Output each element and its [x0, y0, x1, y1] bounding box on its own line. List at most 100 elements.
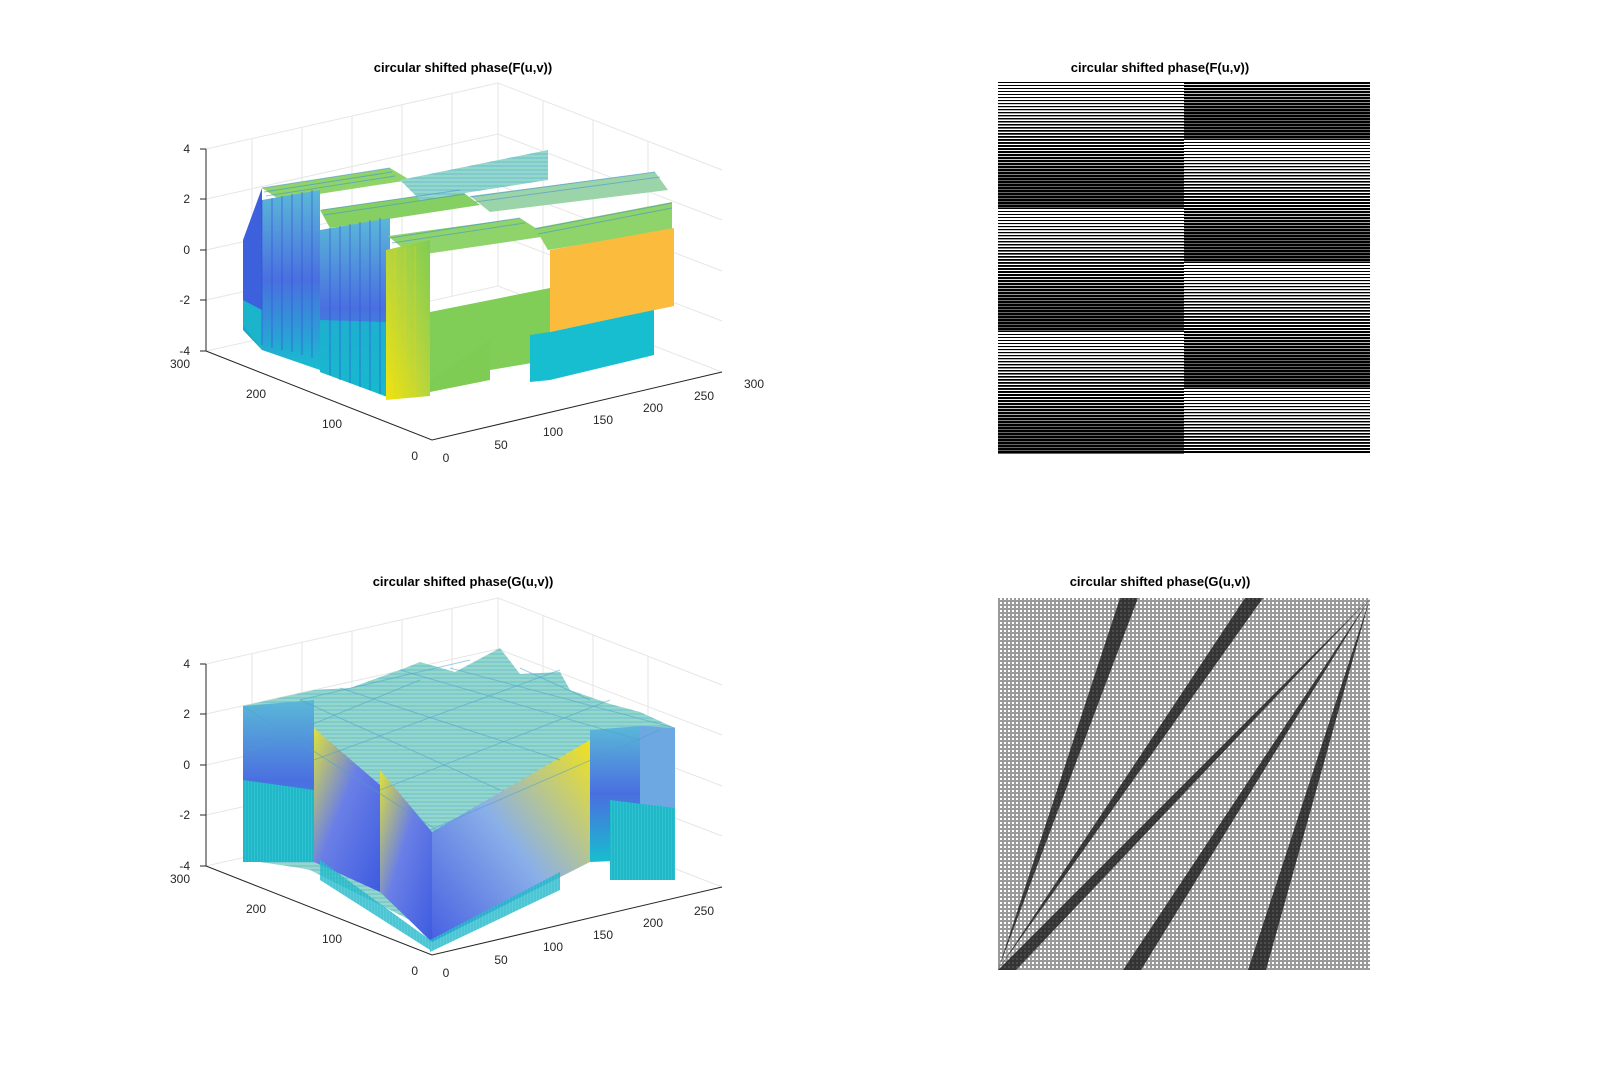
stripe-line: [998, 103, 1184, 105]
stripe-line: [1184, 445, 1370, 447]
stripe-line: [1184, 307, 1370, 309]
stripe-line: [1184, 325, 1370, 327]
stripe-line: [998, 82, 1184, 83]
phase-wrap-band: [998, 598, 1370, 970]
stripe-line: [998, 166, 1184, 169]
surface-mesh: [242, 648, 676, 952]
stripe-line: [998, 211, 1184, 212]
stripe-line: [998, 418, 1184, 421]
x-tick-label: 100: [543, 940, 563, 954]
stripe-line: [1184, 367, 1370, 370]
stripe-line: [998, 397, 1184, 400]
stripe-line: [1184, 121, 1370, 124]
stripe-line: [998, 355, 1184, 357]
stripe-line: [1184, 430, 1370, 432]
stripe-line: [1184, 91, 1370, 94]
stripe-line: [998, 346, 1184, 348]
stripe-line: [1184, 292, 1370, 294]
stripe-line: [998, 97, 1184, 99]
x-tick-label: 200: [643, 916, 663, 930]
z-tick-label: 4: [183, 142, 190, 156]
stripe-line: [998, 274, 1184, 277]
y-tick-label: 100: [322, 932, 342, 946]
stripe-line: [1184, 112, 1370, 115]
stripe-line: [1184, 238, 1370, 241]
stripe-line: [998, 262, 1184, 264]
stripe-line: [998, 283, 1184, 286]
stripe-line: [998, 319, 1184, 322]
stripe-line: [1184, 322, 1370, 324]
stripe-line: [1184, 409, 1370, 411]
stripe-line: [998, 226, 1184, 228]
z-tick-label: 0: [183, 243, 190, 257]
stripe-line: [1184, 115, 1370, 118]
stripe-line: [1184, 190, 1370, 192]
y-tick-label: 200: [246, 387, 266, 401]
stripe-line: [998, 445, 1184, 448]
z-tick-label: 2: [183, 707, 190, 721]
stripe-line: [998, 301, 1184, 304]
stripe-line: [998, 178, 1184, 181]
stripe-line: [1184, 109, 1370, 112]
stripe-line: [1184, 310, 1370, 312]
stripe-line: [1184, 211, 1370, 214]
x-tick-label: 0: [443, 966, 450, 980]
x-tick-label: 200: [643, 401, 663, 415]
stripe-line: [1184, 160, 1370, 162]
stripe-line: [1184, 127, 1370, 130]
stripe-line: [1184, 304, 1370, 306]
stripe-line: [998, 199, 1184, 202]
stripe-line: [998, 307, 1184, 310]
stripe-line: [1184, 376, 1370, 379]
stripe-line: [998, 100, 1184, 102]
stripe-line: [1184, 364, 1370, 367]
image-mask: [1370, 596, 1600, 972]
z-tick-label: -2: [179, 808, 190, 822]
stripe-line: [1184, 157, 1370, 159]
stripe-line: [1184, 406, 1370, 408]
stripe-line: [998, 124, 1184, 126]
stripe-line: [998, 448, 1184, 451]
stripe-line: [998, 208, 1184, 209]
stripe-line: [1184, 133, 1370, 136]
stripe-line: [998, 409, 1184, 412]
stripe-line: [1184, 328, 1370, 331]
stripe-line: [1184, 223, 1370, 226]
stripe-line: [998, 451, 1184, 454]
stripe-line: [1184, 148, 1370, 149]
stripe-line: [1184, 253, 1370, 256]
stripe-line: [998, 112, 1184, 114]
stripe-line: [998, 163, 1184, 166]
stripe-line: [998, 436, 1184, 439]
stripe-line: [1184, 352, 1370, 355]
stripe-line: [998, 223, 1184, 225]
stripe-line: [998, 277, 1184, 280]
stripe-line: [998, 88, 1184, 89]
stripe-line: [1184, 199, 1370, 201]
stripe-line: [998, 94, 1184, 95]
surface-plot-f: circular shifted phase(F(u,v)): [170, 60, 764, 465]
stripe-line: [1184, 205, 1370, 208]
stripe-line: [1184, 343, 1370, 346]
stripe-line: [1184, 391, 1370, 392]
stripe-line: [1184, 175, 1370, 177]
stripe-line: [998, 358, 1184, 360]
surface-plot-g: circular shifted phase(G(u,v)) 4 2: [170, 574, 764, 980]
stripe-line: [998, 187, 1184, 190]
stripe-line: [998, 325, 1184, 328]
stripe-line: [1184, 400, 1370, 402]
stripe-line: [998, 316, 1184, 319]
stripe-line: [1184, 382, 1370, 385]
stripe-line: [1184, 181, 1370, 183]
stripe-line: [998, 214, 1184, 215]
stripe-line: [998, 229, 1184, 231]
stripe-line: [1184, 232, 1370, 235]
phase-wrap-band: [1248, 598, 1370, 970]
image-mask: [738, 596, 998, 972]
stripe-line: [998, 154, 1184, 157]
y-tick-label: 0: [411, 964, 418, 978]
stripe-line: [998, 268, 1184, 270]
stripe-line: [1184, 397, 1370, 398]
stripe-line: [998, 181, 1184, 184]
phase-wrap-band: [998, 598, 1138, 970]
